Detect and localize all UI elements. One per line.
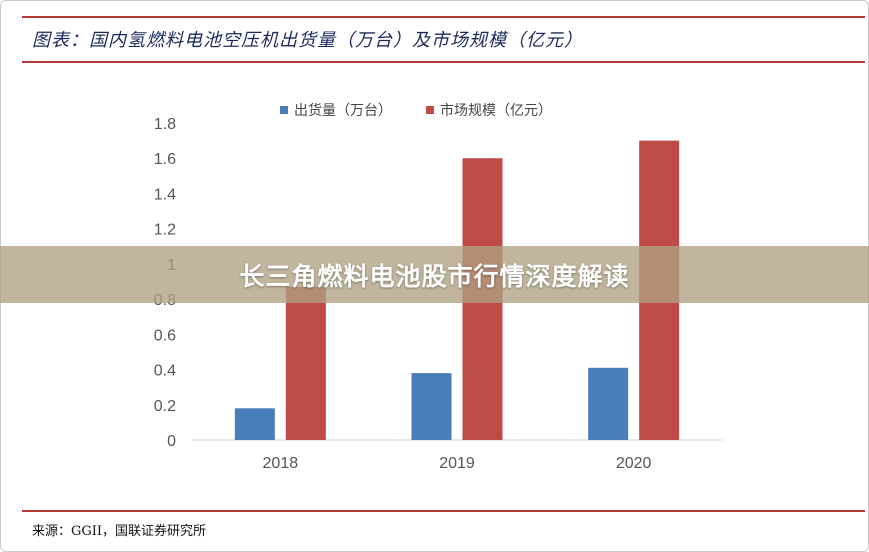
x-tick-label: 2020 (616, 455, 652, 472)
bar-market-size-2018 (285, 286, 326, 440)
legend-item-market-size: 市场规模（亿元） (426, 100, 552, 120)
legend-swatch-market-size (426, 106, 434, 114)
banner-text: 长三角燃料电池股市行情深度解读 (239, 261, 630, 291)
source-note: 来源：GGII，国联证券研究所 (32, 524, 207, 539)
x-tick-label: 2019 (439, 455, 475, 472)
y-tick-label: 1.4 (154, 186, 176, 203)
overlay-banner: 长三角燃料电池股市行情深度解读 (0, 246, 869, 303)
legend-label-shipments: 出货量（万台） (294, 103, 392, 119)
bar-shipments-2018 (234, 408, 275, 440)
legend-label-market-size: 市场规模（亿元） (440, 103, 552, 119)
legend: 出货量（万台） 市场规模（亿元） (280, 100, 552, 120)
y-tick-label: 0.4 (154, 363, 176, 380)
y-tick-label: 1.2 (154, 222, 176, 239)
x-tick-label: 2018 (263, 455, 299, 472)
footer-rule (22, 510, 865, 512)
bar-shipments-2019 (411, 373, 452, 440)
legend-item-shipments: 出货量（万台） (280, 100, 392, 120)
title-rule (22, 61, 865, 63)
y-tick-label: 0 (167, 433, 176, 450)
top-rule (22, 16, 865, 18)
legend-swatch-shipments (280, 106, 288, 114)
bar-shipments-2020 (588, 367, 629, 440)
page-title: 图表：国内氢燃料电池空压机出货量（万台）及市场规模（亿元） (32, 30, 583, 51)
y-tick-label: 1.6 (154, 151, 176, 168)
y-tick-label: 1.8 (154, 116, 176, 133)
y-tick-label: 0.2 (154, 398, 176, 415)
y-tick-label: 0.6 (154, 327, 176, 344)
